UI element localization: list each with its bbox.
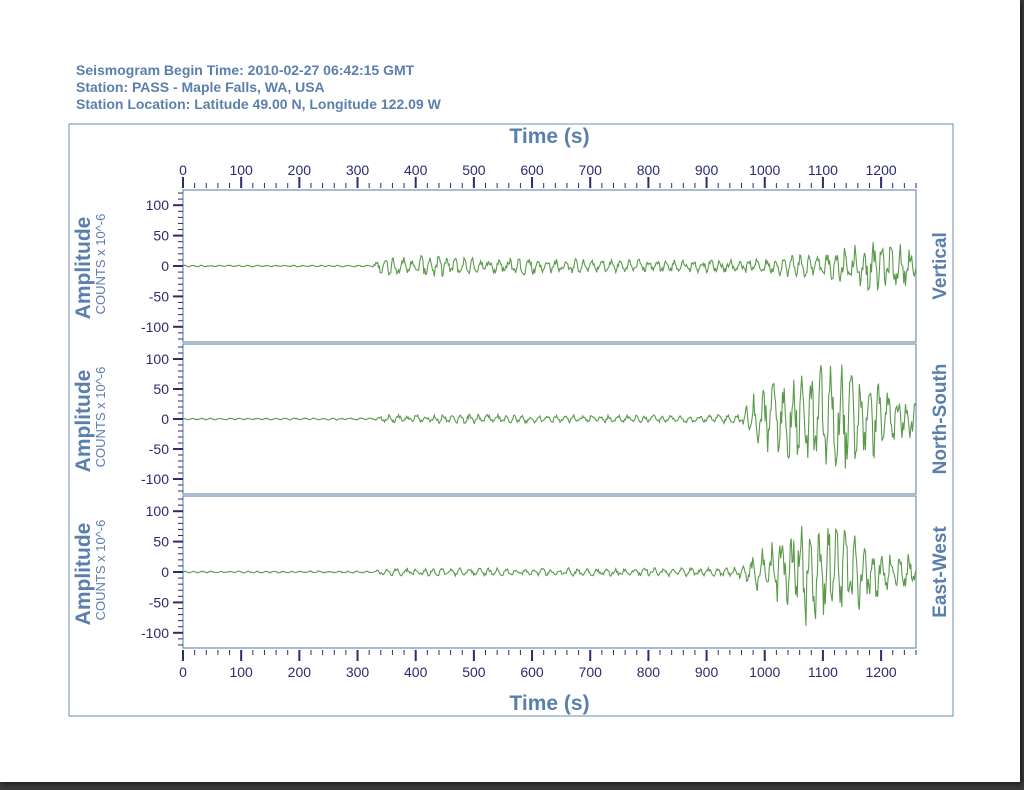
y-tick-label: -100 bbox=[141, 625, 169, 641]
y-tick-label: 0 bbox=[161, 411, 169, 427]
bottom-x-tick-label: 1000 bbox=[749, 664, 780, 680]
top-x-tick-label: 1100 bbox=[808, 162, 838, 178]
y-tick-label: -50 bbox=[149, 594, 169, 610]
seismogram-begin-time: Seismogram Begin Time: 2010-02-27 06:42:… bbox=[76, 62, 415, 78]
y-axis-label: Amplitude bbox=[72, 370, 95, 473]
top-x-tick-label: 200 bbox=[288, 162, 312, 178]
top-x-tick-label: 100 bbox=[229, 162, 253, 178]
y-tick-label: -50 bbox=[149, 288, 169, 304]
y-tick-label: -100 bbox=[141, 319, 169, 335]
y-tick-label: 50 bbox=[153, 228, 169, 244]
top-x-tick-label: 500 bbox=[462, 162, 486, 178]
y-axis-units: COUNTS x 10^-6 bbox=[93, 367, 108, 468]
y-tick-label: 50 bbox=[153, 381, 169, 397]
bottom-x-tick-label: 700 bbox=[579, 664, 603, 680]
y-tick-label: 0 bbox=[161, 258, 169, 274]
bottom-x-tick-label: 0 bbox=[179, 664, 187, 680]
y-tick-label: -50 bbox=[149, 441, 169, 457]
y-tick-label: 50 bbox=[153, 534, 169, 550]
bottom-x-tick-label: 100 bbox=[229, 664, 253, 680]
outer-frame bbox=[68, 123, 954, 717]
bottom-x-tick-label: 400 bbox=[404, 664, 428, 680]
bottom-axis-title: Time (s) bbox=[509, 692, 589, 715]
top-x-tick-label: 900 bbox=[695, 162, 719, 178]
bottom-x-tick-label: 200 bbox=[288, 664, 312, 680]
trace-vertical bbox=[182, 242, 917, 292]
y-axis-units: COUNTS x 10^-6 bbox=[93, 214, 108, 315]
top-x-tick-label: 1000 bbox=[749, 162, 780, 178]
trace-east-west bbox=[182, 525, 917, 626]
top-x-tick-label: 800 bbox=[637, 162, 661, 178]
y-axis-label: Amplitude bbox=[72, 217, 95, 320]
y-tick-label: 100 bbox=[146, 351, 170, 367]
bottom-x-tick-label: 800 bbox=[637, 664, 661, 680]
station-name: Station: PASS - Maple Falls, WA, USA bbox=[76, 79, 325, 95]
bottom-x-tick-label: 1100 bbox=[808, 664, 838, 680]
top-x-tick-label: 0 bbox=[179, 162, 187, 178]
top-x-tick-label: 400 bbox=[404, 162, 428, 178]
bottom-x-tick-label: 500 bbox=[462, 664, 486, 680]
bottom-x-tick-label: 1200 bbox=[866, 664, 897, 680]
y-tick-label: -100 bbox=[141, 471, 169, 487]
y-tick-label: 100 bbox=[146, 197, 170, 213]
top-x-tick-label: 700 bbox=[579, 162, 603, 178]
y-axis-label: Amplitude bbox=[72, 523, 95, 626]
bottom-x-tick-label: 900 bbox=[695, 664, 719, 680]
bottom-x-tick-label: 300 bbox=[346, 664, 370, 680]
top-axis-title: Time (s) bbox=[509, 125, 589, 148]
component-label-north-south: North-South bbox=[930, 364, 951, 475]
y-tick-label: 100 bbox=[146, 503, 170, 519]
component-label-vertical: Vertical bbox=[930, 232, 951, 300]
top-x-tick-label: 600 bbox=[520, 162, 544, 178]
y-axis-units: COUNTS x 10^-6 bbox=[93, 520, 108, 621]
bottom-x-tick-label: 600 bbox=[520, 664, 544, 680]
y-tick-label: 0 bbox=[161, 564, 169, 580]
top-x-tick-label: 300 bbox=[346, 162, 370, 178]
top-x-tick-label: 1200 bbox=[866, 162, 897, 178]
station-location: Station Location: Latitude 49.00 N, Long… bbox=[76, 96, 441, 112]
trace-north-south bbox=[182, 364, 917, 469]
component-label-east-west: East-West bbox=[930, 526, 951, 618]
